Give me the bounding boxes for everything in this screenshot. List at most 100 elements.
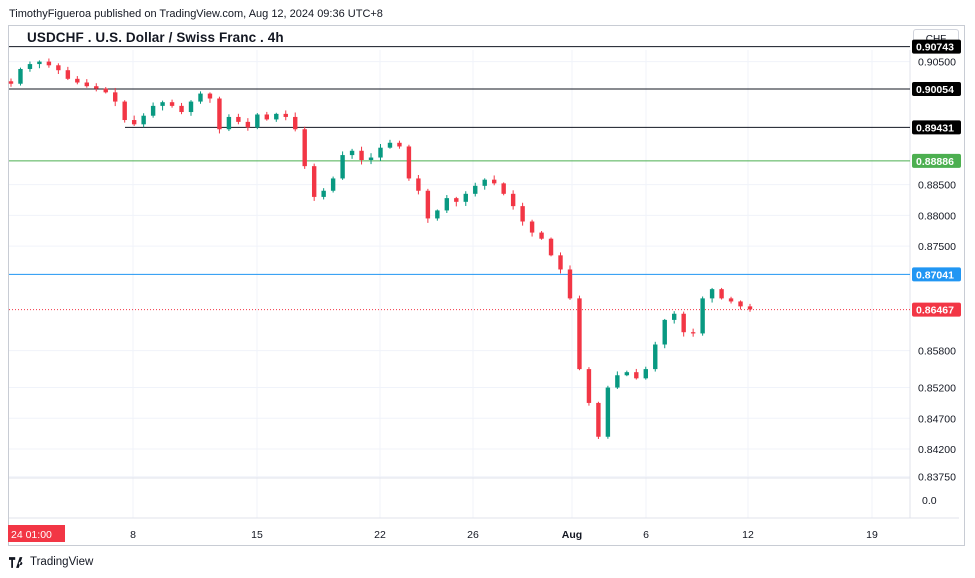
candle-down [558, 252, 563, 274]
candle-body [586, 369, 592, 403]
candle-down [302, 126, 307, 169]
candle-up [255, 113, 260, 130]
candle-body [634, 372, 639, 379]
candle-body [27, 64, 33, 69]
candle-down [747, 303, 753, 312]
candle-body [709, 289, 715, 299]
candle-body [529, 221, 535, 233]
candle-body [311, 166, 317, 197]
candle-body [245, 121, 251, 128]
candle-body [150, 105, 156, 116]
candle-down [359, 146, 364, 165]
candle-body [217, 98, 222, 130]
candle-down [596, 401, 601, 439]
candle-body [236, 116, 241, 122]
candle-body [501, 183, 506, 194]
candle-body [681, 313, 686, 333]
candle-body [700, 298, 705, 334]
candle-body [397, 142, 402, 147]
candle-body [160, 102, 165, 106]
candle-up [662, 318, 667, 349]
candle-up [141, 113, 146, 128]
candle-body [368, 157, 374, 160]
price-tick-label: 0.88000 [918, 210, 956, 222]
candle-body [18, 68, 23, 84]
candle-body [46, 61, 52, 66]
candle-up [387, 139, 393, 149]
candle-down [169, 99, 175, 108]
candle-down [264, 111, 270, 121]
candle-body [662, 319, 667, 345]
candle-down [207, 92, 213, 103]
candle-up [653, 341, 658, 372]
candle-body [520, 206, 525, 222]
candle-body [425, 190, 431, 219]
price-tick-label: 0.90500 [918, 57, 956, 69]
candle-body [75, 78, 80, 83]
candle-down [84, 79, 89, 88]
candle-body [643, 369, 648, 379]
time-tick-label: 12 [742, 529, 754, 541]
candle-up [18, 67, 23, 86]
candle-down [539, 231, 544, 240]
time-tick-label: 15 [251, 529, 263, 541]
candle-down [454, 196, 459, 207]
level-price-tag [912, 267, 961, 282]
level-price-tag-label: 0.88886 [916, 156, 954, 168]
time-tick-label: 6 [643, 529, 649, 541]
candle-body [302, 129, 307, 167]
candle-body [653, 344, 658, 370]
price-axis: 0.90500 0.88500 0.88000 0.87500 0.85800 0.852… [912, 39, 961, 507]
level-price-tag-label: 0.89431 [916, 122, 954, 134]
cursor-time-tag-label: 24 01:00 [11, 529, 52, 541]
candle-down [577, 295, 582, 371]
cursor-time-tag [8, 525, 65, 542]
candle-down [311, 163, 317, 201]
level-price-tag-label: 0.90743 [916, 42, 954, 54]
candle-body [274, 113, 279, 120]
candle-body [672, 313, 677, 320]
candle-up [330, 176, 336, 193]
candle-body [179, 105, 184, 113]
candle-body [349, 150, 355, 156]
candle-down [8, 78, 14, 87]
candle-body [340, 155, 345, 179]
candle-up [700, 296, 705, 336]
level-price-tag-label: 0.87041 [916, 269, 954, 281]
candle-up [37, 60, 42, 69]
candle-down [245, 118, 251, 131]
candle-down [46, 58, 52, 68]
candle-body [719, 289, 724, 299]
candle-body [444, 198, 450, 211]
candle-body [615, 375, 620, 388]
candle-up [368, 153, 374, 165]
candle-body [65, 70, 71, 79]
candle-body [690, 332, 696, 334]
tradingview-logo-icon [9, 556, 23, 568]
candle-down [416, 174, 421, 195]
candle-body [605, 387, 611, 437]
candle-body [94, 86, 99, 89]
price-tick-label: 0.88500 [918, 180, 956, 192]
candle-up [435, 209, 440, 221]
candle-body [330, 178, 336, 191]
candle-up [27, 61, 33, 72]
candle-body [435, 210, 440, 219]
candle-body [406, 146, 412, 179]
candle-up [188, 100, 194, 116]
level-price-tag [912, 82, 961, 97]
candle-body [207, 93, 213, 99]
candle-up [672, 311, 677, 324]
candle-body [473, 185, 478, 194]
candle-down [425, 188, 431, 223]
time-tick-label: Aug [562, 529, 582, 541]
tradingview-brand[interactable]: TradingView [9, 556, 93, 568]
candle-up [321, 188, 326, 200]
candle-down [406, 144, 412, 181]
grid [9, 50, 959, 519]
price-tick-label: 0.84700 [918, 413, 956, 425]
candle-body [37, 61, 42, 65]
time-tick-label: 8 [130, 529, 136, 541]
level-price-tag [912, 302, 961, 317]
